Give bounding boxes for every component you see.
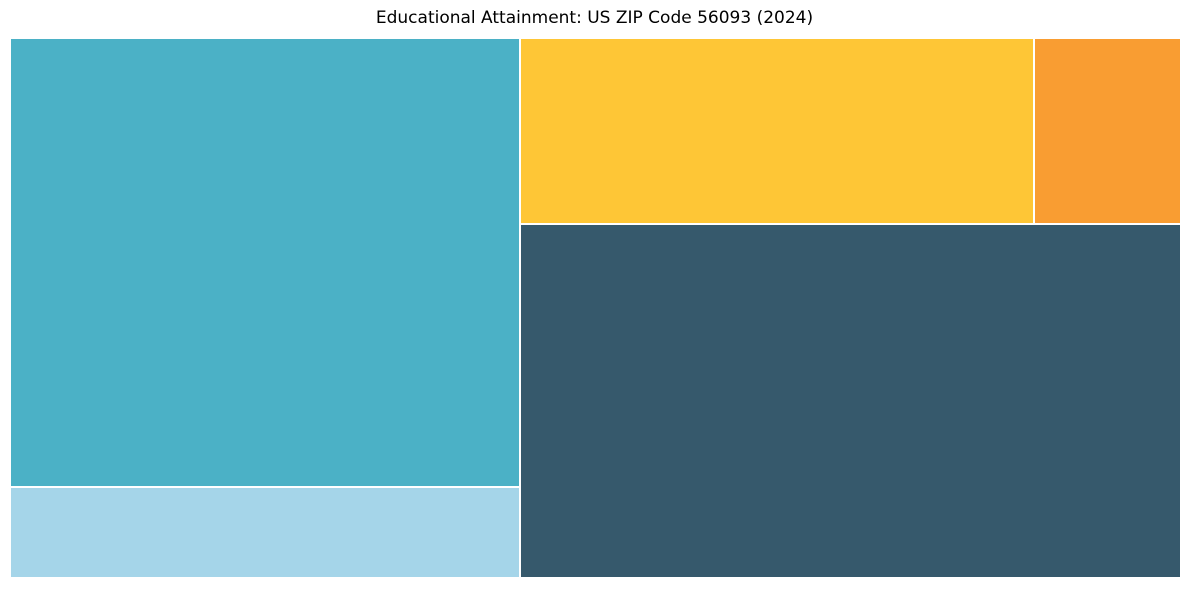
treemap-segment-yellow[interactable]	[519, 38, 1035, 224]
chart-title: Educational Attainment: US ZIP Code 5609…	[375, 8, 814, 28]
treemap-segment-dark-slate[interactable]	[519, 223, 1181, 578]
treemap-plot-area	[10, 38, 1181, 578]
treemap-segment-orange[interactable]	[1034, 38, 1181, 224]
treemap-segment-light-blue[interactable]	[10, 487, 520, 578]
treemap-segment-teal[interactable]	[10, 38, 520, 487]
